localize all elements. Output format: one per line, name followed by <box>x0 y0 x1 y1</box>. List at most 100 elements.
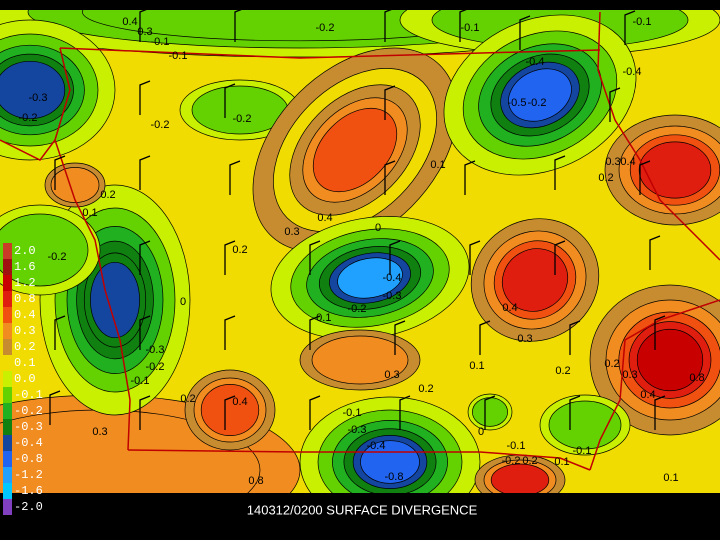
wind-barb <box>49 390 61 425</box>
legend-swatch <box>3 355 12 371</box>
contour-label: -0.3 <box>383 290 402 302</box>
contour-label: 0.2 <box>180 393 195 405</box>
contour-label: -0.2 <box>19 112 38 124</box>
contour-label: 0.1 <box>469 360 484 372</box>
border <box>0 139 56 161</box>
contour-label: -0.1 <box>633 16 652 28</box>
wind-barb <box>394 320 406 355</box>
color-legend: 2.0 1.6 1.2 0.8 0.4 0.3 0.2 0.1 0.0 -0.1 -0.2 -0.3 -… <box>3 243 43 515</box>
contour-label: 0.3 <box>622 369 637 381</box>
contour-label: 0.4 <box>620 156 635 168</box>
contour-label: -0.5 <box>508 97 527 109</box>
contour-region <box>636 328 704 392</box>
wind-barb <box>54 155 66 190</box>
contour-label: -0.3 <box>348 424 367 436</box>
legend-label: -1.2 <box>14 468 43 482</box>
contour-label: 0.1 <box>554 456 569 468</box>
contour-region <box>90 261 140 339</box>
wind-barb <box>624 10 636 45</box>
legend-label: -0.4 <box>14 436 43 450</box>
contour-label: -0.3 <box>29 92 48 104</box>
legend-swatch <box>3 467 12 483</box>
contour-region <box>501 248 569 312</box>
legend-swatch <box>3 291 12 307</box>
contour-region <box>311 335 409 385</box>
wind-barb <box>384 7 396 42</box>
contour-region <box>490 463 550 493</box>
legend-label: 1.2 <box>14 276 36 290</box>
legend-label: 0.3 <box>14 324 36 338</box>
legend-swatch <box>3 243 12 259</box>
legend-swatch <box>3 435 12 451</box>
wind-barb <box>139 240 151 275</box>
wind-barb <box>139 315 151 350</box>
wind-barb <box>389 240 401 275</box>
legend-swatch <box>3 483 12 499</box>
contour-label: -0.2 <box>151 119 170 131</box>
border <box>54 47 131 451</box>
contour-label: -0.2 <box>528 97 547 109</box>
wind-barb <box>554 155 566 190</box>
contour-region <box>50 167 100 203</box>
wind-barb <box>654 395 666 430</box>
wind-barb <box>469 240 481 275</box>
wind-barb <box>224 315 236 350</box>
wind-barb <box>309 315 321 350</box>
contour-region <box>638 141 712 199</box>
contour-label: 0 <box>180 296 186 308</box>
contour-label: 0 <box>478 426 484 438</box>
contour-region <box>312 107 398 193</box>
legend-swatch <box>3 323 12 339</box>
contour-label: -0.1 <box>169 50 188 62</box>
contour-label: 0 <box>375 222 381 234</box>
border <box>59 47 601 59</box>
contour-label: 0.4 <box>122 16 137 28</box>
contour-label: 0.2 <box>598 172 613 184</box>
wind-barb <box>569 320 581 355</box>
wind-barb <box>519 15 531 50</box>
contour-label: 0.4 <box>317 212 332 224</box>
contour-label: -0.1 <box>313 312 332 324</box>
legend-swatch <box>3 307 12 323</box>
wind-barb <box>139 80 151 115</box>
wind-barb <box>654 315 666 350</box>
legend-swatch <box>3 419 12 435</box>
contour-label: 0.4 <box>502 302 517 314</box>
legend-swatch <box>3 403 12 419</box>
border <box>589 299 720 471</box>
wind-barb <box>609 87 621 122</box>
border <box>597 11 720 261</box>
legend-swatch <box>3 499 12 515</box>
wind-barb <box>479 320 491 355</box>
state-borders <box>0 11 720 471</box>
legend-label: -0.8 <box>14 452 43 466</box>
contour-label: 0.3 <box>92 426 107 438</box>
legend-swatch <box>3 339 12 355</box>
contour-label: -0.8 <box>385 471 404 483</box>
contour-label: -0.1 <box>151 36 170 48</box>
contour-label: 0.8 <box>248 475 263 487</box>
contour-region <box>0 60 66 120</box>
contour-label: 0.2 <box>418 383 433 395</box>
contour-label: -0.2 <box>48 251 67 263</box>
wind-barb <box>309 395 321 430</box>
legend-label: -2.0 <box>14 500 43 514</box>
wind-barb <box>234 7 246 42</box>
wind-barb <box>54 315 66 350</box>
wind-barb <box>224 83 236 118</box>
contour-region <box>0 213 89 287</box>
legend-label: -0.2 <box>14 404 43 418</box>
contour-label: -0.4 <box>367 440 386 452</box>
contour-label: 0.2 <box>555 365 570 377</box>
contour-label: -0.1 <box>461 22 480 34</box>
legend-label: 0.2 <box>14 340 36 354</box>
wind-barb <box>139 7 151 42</box>
wind-barb <box>224 240 236 275</box>
legend-swatch <box>3 259 12 275</box>
wind-barb <box>569 395 581 430</box>
contour-label: 0.2 <box>100 189 115 201</box>
contour-label: 0.4 <box>232 396 247 408</box>
contour-label: -0.4 <box>526 56 545 68</box>
wind-barbs <box>49 7 666 430</box>
